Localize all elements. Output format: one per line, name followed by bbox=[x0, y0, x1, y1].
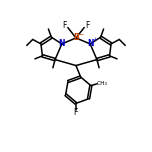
Text: +: + bbox=[92, 37, 97, 42]
Text: N: N bbox=[87, 39, 93, 48]
Text: F: F bbox=[63, 21, 67, 30]
Text: F: F bbox=[85, 21, 89, 30]
Text: −: − bbox=[78, 31, 83, 36]
Text: N: N bbox=[59, 39, 65, 48]
Text: F: F bbox=[74, 109, 78, 117]
Text: CH₃: CH₃ bbox=[96, 81, 107, 86]
Text: B: B bbox=[73, 33, 79, 42]
